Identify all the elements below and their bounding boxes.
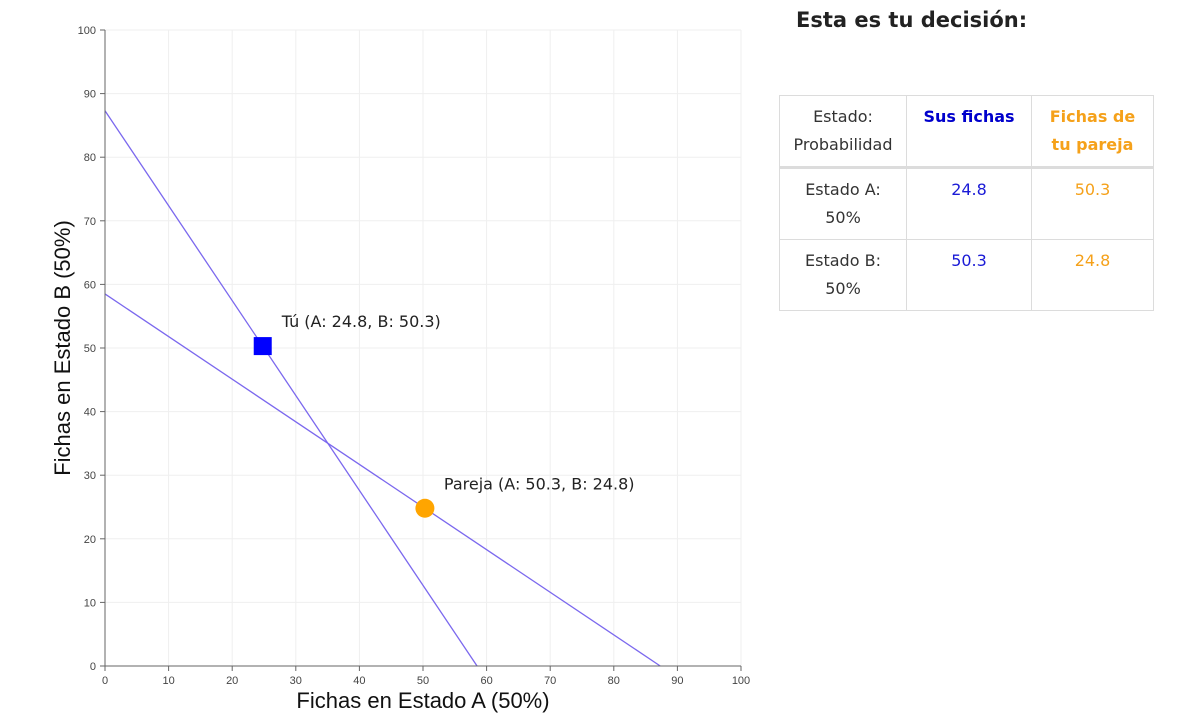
decision-table: Estado: Probabilidad Sus fichas Fichas d… xyxy=(779,95,1154,311)
y-tick-label: 10 xyxy=(84,597,96,609)
y-tick-label: 0 xyxy=(90,661,96,673)
table-row: Estado A: 50% 24.8 50.3 xyxy=(779,167,1154,240)
x-tick-label: 50 xyxy=(417,675,429,687)
y-tick-label: 90 xyxy=(84,89,96,101)
budget-lines xyxy=(104,110,661,667)
y-tick-label: 70 xyxy=(84,216,96,228)
x-axis-title: Fichas en Estado A (50%) xyxy=(296,688,549,713)
row-partner-tokens: 24.8 xyxy=(1031,239,1154,311)
chart-grid xyxy=(104,29,742,667)
your-allocation-point xyxy=(253,337,272,356)
partner-point-label: Pareja (A: 50.3, B: 24.8) xyxy=(444,474,635,493)
partner-allocation-point xyxy=(415,498,435,518)
x-tick-label: 0 xyxy=(102,675,108,687)
y-tick-label: 80 xyxy=(84,152,96,164)
y-tick-label: 40 xyxy=(84,407,96,419)
x-tick-label: 10 xyxy=(162,675,174,687)
budget-chart: 0 10 20 30 40 50 60 70 80 90 100 0 10 20 30 40 50 60 70 80 9… xyxy=(50,25,751,713)
table-header-row: Estado: Probabilidad Sus fichas Fichas d… xyxy=(779,95,1154,169)
y-tick-label: 50 xyxy=(84,343,96,355)
x-tick-label: 70 xyxy=(544,675,556,687)
y-tick-label: 60 xyxy=(84,279,96,291)
row-your-tokens: 50.3 xyxy=(906,239,1032,311)
row-your-tokens: 24.8 xyxy=(906,167,1032,240)
y-tick-label: 100 xyxy=(78,25,96,37)
chart-points: Tú (A: 24.8, B: 50.3) Pareja (A: 50.3, B:… xyxy=(253,312,635,518)
row-partner-tokens: 50.3 xyxy=(1031,167,1154,240)
y-tick-label: 30 xyxy=(84,470,96,482)
header-state-probability: Estado: Probabilidad xyxy=(779,95,907,169)
x-tick-label: 40 xyxy=(353,675,365,687)
x-tick-label: 20 xyxy=(226,675,238,687)
decision-panel-title: Esta es tu decisión: xyxy=(796,8,1028,32)
chart-axes: 0 10 20 30 40 50 60 70 80 90 100 0 10 20 30 40 50 60 70 80 9… xyxy=(78,25,751,687)
table-row: Estado B: 50% 50.3 24.8 xyxy=(779,239,1154,311)
your-point-label: Tú (A: 24.8, B: 50.3) xyxy=(281,312,441,331)
x-tick-label: 30 xyxy=(290,675,302,687)
y-tick-label: 20 xyxy=(84,534,96,546)
x-tick-label: 90 xyxy=(671,675,683,687)
budget-line xyxy=(104,293,661,667)
y-axis-title: Fichas en Estado B (50%) xyxy=(50,220,75,476)
header-your-tokens: Sus fichas xyxy=(906,95,1032,169)
row-state-label: Estado A: 50% xyxy=(779,167,907,240)
x-tick-label: 100 xyxy=(732,675,750,687)
x-tick-label: 80 xyxy=(608,675,620,687)
x-tick-label: 60 xyxy=(480,675,492,687)
budget-line xyxy=(104,110,478,667)
row-state-label: Estado B: 50% xyxy=(779,239,907,311)
header-partner-tokens: Fichas de tu pareja xyxy=(1031,95,1154,169)
